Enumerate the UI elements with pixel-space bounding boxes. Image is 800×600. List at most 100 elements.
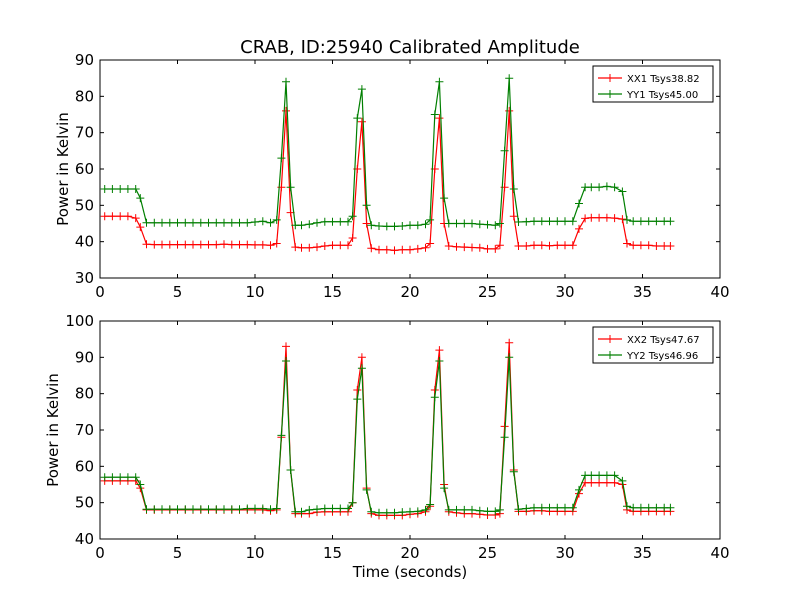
data-point [636,217,645,226]
data-point [131,473,140,482]
data-point [444,219,453,228]
data-point [313,243,321,252]
data-point [509,212,518,221]
data-point [189,218,197,227]
data-point [595,183,604,192]
data-point [452,219,461,228]
data-point [158,218,166,227]
data-point [227,218,236,227]
data-point [618,187,627,196]
data-point [666,217,675,226]
data-point [483,507,492,516]
data-point [444,505,453,514]
data-point [553,241,562,250]
data-point [158,240,166,249]
data-point [505,74,514,83]
data-point [212,240,221,249]
data-point [173,505,182,514]
data-point [116,185,125,193]
data-point [406,507,414,516]
legend: XX1 Tsys38.82 YY1 Tsys45.00 [592,65,714,103]
data-point [181,240,190,249]
data-point [452,505,461,514]
data-point [587,471,596,480]
data-point [514,505,523,514]
data-point [522,217,531,226]
data-point [131,185,140,193]
data-point [610,478,619,487]
data-point [666,503,675,512]
data-point [123,185,132,193]
data-point [413,244,422,253]
data-point [435,357,444,365]
legend-label: YY2 Tsys46.96 [626,351,698,362]
x-tick-label: 5 [173,544,183,562]
data-point [623,502,631,511]
data-point [116,473,125,482]
legend-box [592,326,714,364]
data-point [602,182,611,191]
data-point [150,240,159,249]
data-point [610,471,619,480]
x-tick-label: 35 [633,283,652,301]
data-point [618,476,627,485]
data-point [100,212,109,221]
data-point [629,241,638,250]
y-tick-label: 40 [75,530,94,548]
data-point [530,217,538,226]
data-point [375,245,383,254]
data-point [413,221,422,230]
data-point [610,214,619,223]
data-point [602,478,611,487]
data-point [204,218,213,227]
data-point [435,114,444,123]
data-point [382,245,391,254]
data-point [227,505,236,514]
x-tick-label: 0 [95,283,105,301]
data-point [173,240,182,249]
data-point [362,201,371,210]
data-point [235,240,244,249]
data-point [553,503,562,512]
data-point [367,507,376,516]
data-point [610,183,619,192]
data-point [282,106,290,115]
data-point [165,505,174,514]
data-point [475,220,484,229]
data-point [158,505,166,514]
legend-box [592,65,714,103]
data-point [353,114,362,123]
data-point [460,505,469,514]
data-point [505,338,514,347]
data-point [272,239,281,248]
data-point [142,240,151,249]
y-tick-label: 50 [75,494,94,512]
data-point [305,243,314,252]
data-point [500,433,509,442]
data-point [430,110,439,119]
y-tick-label: 70 [75,124,94,142]
x-tick-label: 35 [633,544,652,562]
data-point [530,503,538,512]
data-point [491,507,500,516]
data-point [362,219,371,228]
data-point [251,504,259,513]
data-point [258,504,267,513]
data-point [272,215,281,224]
x-tick-label: 20 [400,544,419,562]
data-point [623,239,631,248]
data-point [277,154,286,163]
data-point [537,217,546,226]
data-point [382,508,391,517]
data-point [537,503,546,512]
x-tick-label: 25 [478,544,497,562]
data-point [475,506,484,515]
data-point [123,473,132,482]
data-point [426,215,435,224]
y-tick-label: 30 [75,269,94,287]
data-point [297,507,306,516]
data-point [500,146,509,155]
data-point [602,213,611,222]
x-tick-label: 30 [555,283,574,301]
data-point [561,241,569,250]
